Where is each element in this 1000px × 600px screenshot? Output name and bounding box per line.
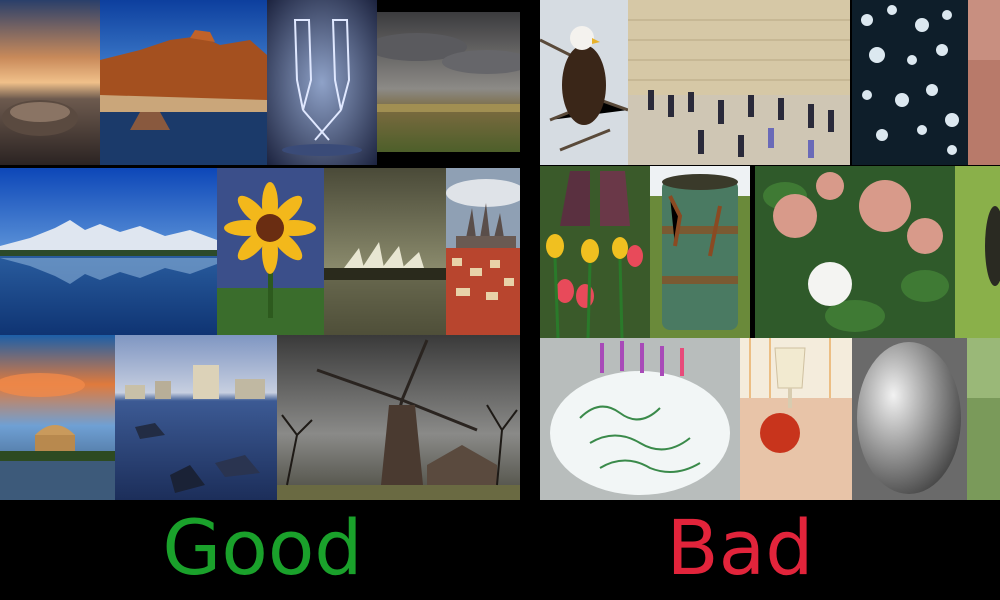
photo-red-strip (968, 0, 1000, 165)
photo-windmill (277, 335, 520, 500)
good-photo-collage (0, 0, 520, 500)
photo-tree-silhouette (852, 0, 968, 165)
photo-palace-of-fine-arts (0, 335, 115, 500)
photo-rusty-barrel (650, 166, 750, 338)
photo-sunset-beach (0, 0, 100, 165)
bad-label: Bad (666, 503, 814, 592)
photo-mountain-lake (0, 168, 217, 335)
photo-birthday-cake (540, 338, 740, 500)
photo-tulips-boots (540, 166, 650, 338)
photo-red-rock-formation (100, 0, 267, 165)
bad-photo-collage (540, 0, 1000, 500)
photo-cloudy-field (377, 12, 520, 152)
photo-opera-house (324, 168, 446, 335)
photo-green-leaves (955, 166, 1000, 338)
photo-green-partial (967, 338, 1000, 500)
photo-wailing-wall (628, 0, 850, 165)
photo-egg (852, 338, 967, 500)
good-label: Good (162, 503, 363, 592)
photo-castle-city (446, 168, 520, 335)
photo-bald-eagle (540, 0, 628, 165)
photo-wine-glasses (267, 0, 377, 165)
photo-apple-and-glass (740, 338, 852, 500)
photo-pink-flowers (755, 166, 955, 338)
photo-city-skyline-rocks (115, 335, 277, 500)
photo-sunflower (217, 168, 324, 335)
